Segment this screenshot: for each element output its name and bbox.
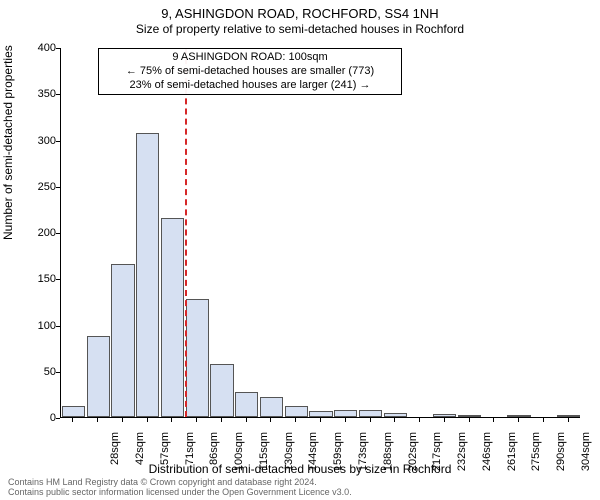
annotation-line-3: 23% of semi-detached houses are larger (…: [105, 79, 395, 93]
footer-attribution: Contains HM Land Registry data © Crown c…: [8, 478, 352, 498]
histogram-bar: [111, 264, 134, 417]
histogram-bar: [433, 414, 456, 417]
x-tick-label: 57sqm: [159, 432, 171, 477]
y-tick-label: 200: [16, 227, 56, 239]
histogram-bar: [62, 406, 85, 417]
y-tick-label: 350: [16, 88, 56, 100]
x-tick-label: 290sqm: [555, 432, 567, 477]
histogram-bar: [210, 364, 233, 417]
histogram-bar: [285, 406, 308, 417]
histogram-bar: [359, 410, 382, 417]
y-tick-label: 400: [16, 42, 56, 54]
histogram-bar: [458, 415, 481, 417]
histogram-bar: [87, 336, 110, 417]
reference-line: [185, 48, 187, 417]
x-tick-label: 246sqm: [481, 432, 493, 477]
y-tick-label: 50: [16, 366, 56, 378]
y-tick-label: 300: [16, 135, 56, 147]
histogram-bar: [507, 415, 530, 417]
histogram-bar: [186, 299, 209, 417]
x-tick-label: 144sqm: [307, 432, 319, 477]
y-tick-label: 150: [16, 273, 56, 285]
x-tick-label: 202sqm: [407, 432, 419, 477]
x-tick-label: 159sqm: [332, 432, 344, 477]
x-tick-label: 28sqm: [109, 432, 121, 477]
histogram-bar: [557, 415, 580, 417]
plot-area: [60, 48, 580, 418]
histogram-bar: [260, 397, 283, 417]
x-tick-label: 217sqm: [431, 432, 443, 477]
annotation-line-1: 9 ASHINGDON ROAD: 100sqm: [105, 51, 395, 65]
y-axis-label: Number of semi-detached properties: [1, 45, 15, 240]
y-tick-label: 100: [16, 320, 56, 332]
histogram-bar: [136, 133, 159, 417]
y-tick-label: 0: [16, 412, 56, 424]
x-tick-label: 261sqm: [506, 432, 518, 477]
histogram-bar: [384, 413, 407, 417]
chart-container: { "titles": { "line1": "9, ASHINGDON ROA…: [0, 0, 600, 500]
histogram-bar: [235, 392, 258, 417]
x-tick-label: 232sqm: [456, 432, 468, 477]
x-tick-label: 130sqm: [283, 432, 295, 477]
x-tick-label: 275sqm: [530, 432, 542, 477]
x-tick-label: 304sqm: [580, 432, 592, 477]
annotation-line-2: ← 75% of semi-detached houses are smalle…: [105, 65, 395, 79]
chart-subtitle: Size of property relative to semi-detach…: [0, 22, 600, 36]
histogram-bar: [309, 411, 332, 417]
annotation-box: 9 ASHINGDON ROAD: 100sqm← 75% of semi-de…: [98, 48, 402, 95]
y-tick-label: 250: [16, 181, 56, 193]
histogram-bar: [334, 410, 357, 417]
x-tick-label: 115sqm: [258, 432, 270, 477]
x-tick-label: 188sqm: [382, 432, 394, 477]
x-tick-label: 86sqm: [208, 432, 220, 477]
footer-line-2: Contains public sector information licen…: [8, 488, 352, 498]
x-tick-label: 42sqm: [134, 432, 146, 477]
x-tick-label: 100sqm: [233, 432, 245, 477]
x-tick-label: 173sqm: [357, 432, 369, 477]
histogram-bar: [161, 218, 184, 417]
x-tick-label: 71sqm: [184, 432, 196, 477]
chart-title: 9, ASHINGDON ROAD, ROCHFORD, SS4 1NH: [0, 6, 600, 21]
